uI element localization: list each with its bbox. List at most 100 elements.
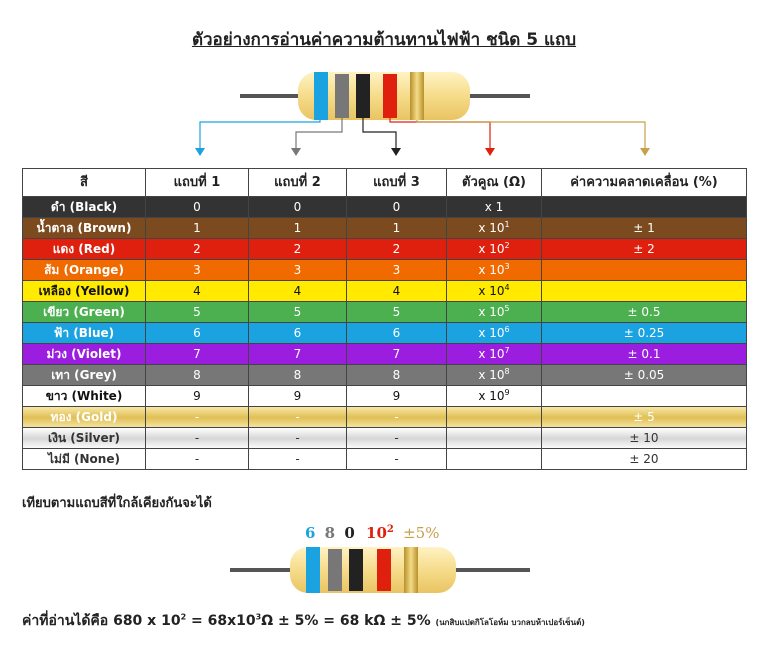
band-digit: 8 bbox=[248, 364, 347, 386]
mult-base: x 10 bbox=[478, 368, 505, 382]
tolerance bbox=[541, 196, 747, 218]
column-header: แถบที่ 2 bbox=[248, 168, 347, 197]
band-digit: - bbox=[248, 427, 347, 449]
mult-exp: 9 bbox=[504, 388, 510, 397]
multiplier: x 101 bbox=[446, 217, 542, 239]
band-digit: 2 bbox=[145, 238, 249, 260]
band-digit: 1 bbox=[145, 217, 249, 239]
color-name: เทา (Grey) bbox=[22, 364, 146, 386]
tol-value: ± 0.1 bbox=[627, 347, 661, 361]
band-digit: 0 bbox=[346, 196, 447, 218]
tolerance: ± 10 bbox=[541, 427, 747, 449]
digit: 0 bbox=[344, 524, 355, 542]
band-digit: 9 bbox=[248, 385, 347, 407]
color-code-table: สี แถบที่ 1 แถบที่ 2 แถบที่ 3 ตัวคูณ (Ω) ค่าค… bbox=[22, 168, 747, 470]
mult-base: x 1 bbox=[484, 200, 504, 214]
tolerance: ± 0.05 bbox=[541, 364, 747, 386]
color-name: เหลือง (Yellow) bbox=[22, 280, 146, 302]
color-name: ดำ (Black) bbox=[22, 196, 146, 218]
multiplier: x 104 bbox=[446, 280, 542, 302]
table-row: ไม่มี (None) - - - ± 20 bbox=[22, 448, 747, 470]
band-digit: - bbox=[145, 406, 249, 428]
tolerance: ± 5 bbox=[541, 406, 747, 428]
band-digit: - bbox=[248, 448, 347, 470]
band-digit: 0 bbox=[248, 196, 347, 218]
tolerance bbox=[541, 385, 747, 407]
tolerance: ± 1 bbox=[541, 217, 747, 239]
band-digit: - bbox=[346, 406, 447, 428]
intro-text: เทียบตามแถบสีที่ใกล้เคียงกันจะได้ bbox=[22, 496, 212, 511]
tol-value: ± 2 bbox=[633, 242, 655, 256]
result-text: ค่าที่อ่านได้คือ 680 x 102 = 68x103Ω ± 5… bbox=[22, 610, 585, 632]
mult-base: x 10 bbox=[478, 305, 505, 319]
tolerance bbox=[541, 259, 747, 281]
band-digit: 4 bbox=[346, 280, 447, 302]
color-name: ขาว (White) bbox=[22, 385, 146, 407]
multiplier bbox=[446, 448, 542, 470]
band-digit: 5 bbox=[145, 301, 249, 323]
band-digit: 0 bbox=[145, 196, 249, 218]
band-digit: - bbox=[248, 406, 347, 428]
result-eq: = 68x10 bbox=[186, 613, 256, 629]
band-digit: 5 bbox=[346, 301, 447, 323]
result-lead: ค่าที่อ่านได้คือ 680 x 10 bbox=[22, 613, 181, 629]
mult-base: x 10 bbox=[478, 263, 505, 277]
table-row: เขียว (Green) 5 5 5 x 105 ± 0.5 bbox=[22, 301, 747, 323]
tol-value: ± 20 bbox=[629, 452, 659, 466]
digit: 8 bbox=[324, 524, 336, 542]
band-digit: 4 bbox=[248, 280, 347, 302]
tolerance: ± 20 bbox=[541, 448, 747, 470]
band-digit: 3 bbox=[248, 259, 347, 281]
column-header: ค่าความคลาดเคลื่อน (%) bbox=[541, 168, 747, 197]
mult-exp: 3 bbox=[504, 262, 510, 271]
mult-exp: 2 bbox=[386, 524, 394, 535]
tolerance: ± 0.5 bbox=[541, 301, 747, 323]
table-row: ทอง (Gold) - - - ± 5 bbox=[22, 406, 747, 428]
mult-exp: 4 bbox=[504, 283, 510, 292]
multiplier: x 109 bbox=[446, 385, 542, 407]
band-digit: 2 bbox=[248, 238, 347, 260]
table-row: เทา (Grey) 8 8 8 x 108 ± 0.05 bbox=[22, 364, 747, 386]
table-row: ส้ม (Orange) 3 3 3 x 103 bbox=[22, 259, 747, 281]
title: ตัวอย่างการอ่านค่าความต้านทานไฟฟ้า ชนิด … bbox=[191, 30, 577, 50]
tolerance: ± 2 bbox=[541, 238, 747, 260]
mult-exp: 2 bbox=[504, 241, 510, 250]
tol-value: ± 0.05 bbox=[623, 368, 665, 382]
color-name: แดง (Red) bbox=[22, 238, 146, 260]
mult-exp: 1 bbox=[504, 220, 510, 229]
band-digit: 8 bbox=[145, 364, 249, 386]
band-digit: 7 bbox=[248, 343, 347, 365]
band-digit: - bbox=[346, 427, 447, 449]
table-row: น้ำตาล (Brown) 1 1 1 x 101 ± 1 bbox=[22, 217, 747, 239]
mult-exp: 6 bbox=[504, 325, 510, 334]
band-digit: 5 bbox=[248, 301, 347, 323]
band-digit: 6 bbox=[145, 322, 249, 344]
tol-value: ± 1 bbox=[633, 221, 655, 235]
multiplier: x 108 bbox=[446, 364, 542, 386]
color-name: เงิน (Silver) bbox=[22, 427, 146, 449]
color-name: เขียว (Green) bbox=[22, 301, 146, 323]
tol-value: ± 0.5 bbox=[627, 305, 661, 319]
band-readout: 6 8 0 102 ±5% bbox=[305, 524, 439, 542]
multiplier: 102 bbox=[366, 524, 394, 542]
mult-base: x 10 bbox=[478, 347, 505, 361]
exp: 2 bbox=[180, 612, 187, 622]
band-digit: 6 bbox=[346, 322, 447, 344]
band-digit: 2 bbox=[346, 238, 447, 260]
table-row: ม่วง (Violet) 7 7 7 x 107 ± 0.1 bbox=[22, 343, 747, 365]
tolerance: ±5% bbox=[403, 524, 440, 542]
tolerance: ± 0.25 bbox=[541, 322, 747, 344]
exp: 3 bbox=[255, 612, 262, 622]
tol-value: ± 10 bbox=[629, 431, 659, 445]
table-row: ดำ (Black) 0 0 0 x 1 bbox=[22, 196, 747, 218]
multiplier: x 106 bbox=[446, 322, 542, 344]
column-header: สี bbox=[22, 168, 146, 197]
mult-base: x 10 bbox=[478, 389, 505, 403]
color-name: ไม่มี (None) bbox=[22, 448, 146, 470]
band-digit: 1 bbox=[346, 217, 447, 239]
color-name: ฟ้า (Blue) bbox=[22, 322, 146, 344]
band-digit: 8 bbox=[346, 364, 447, 386]
multiplier: x 1 bbox=[446, 196, 542, 218]
tol-value: ± 5 bbox=[633, 410, 655, 424]
